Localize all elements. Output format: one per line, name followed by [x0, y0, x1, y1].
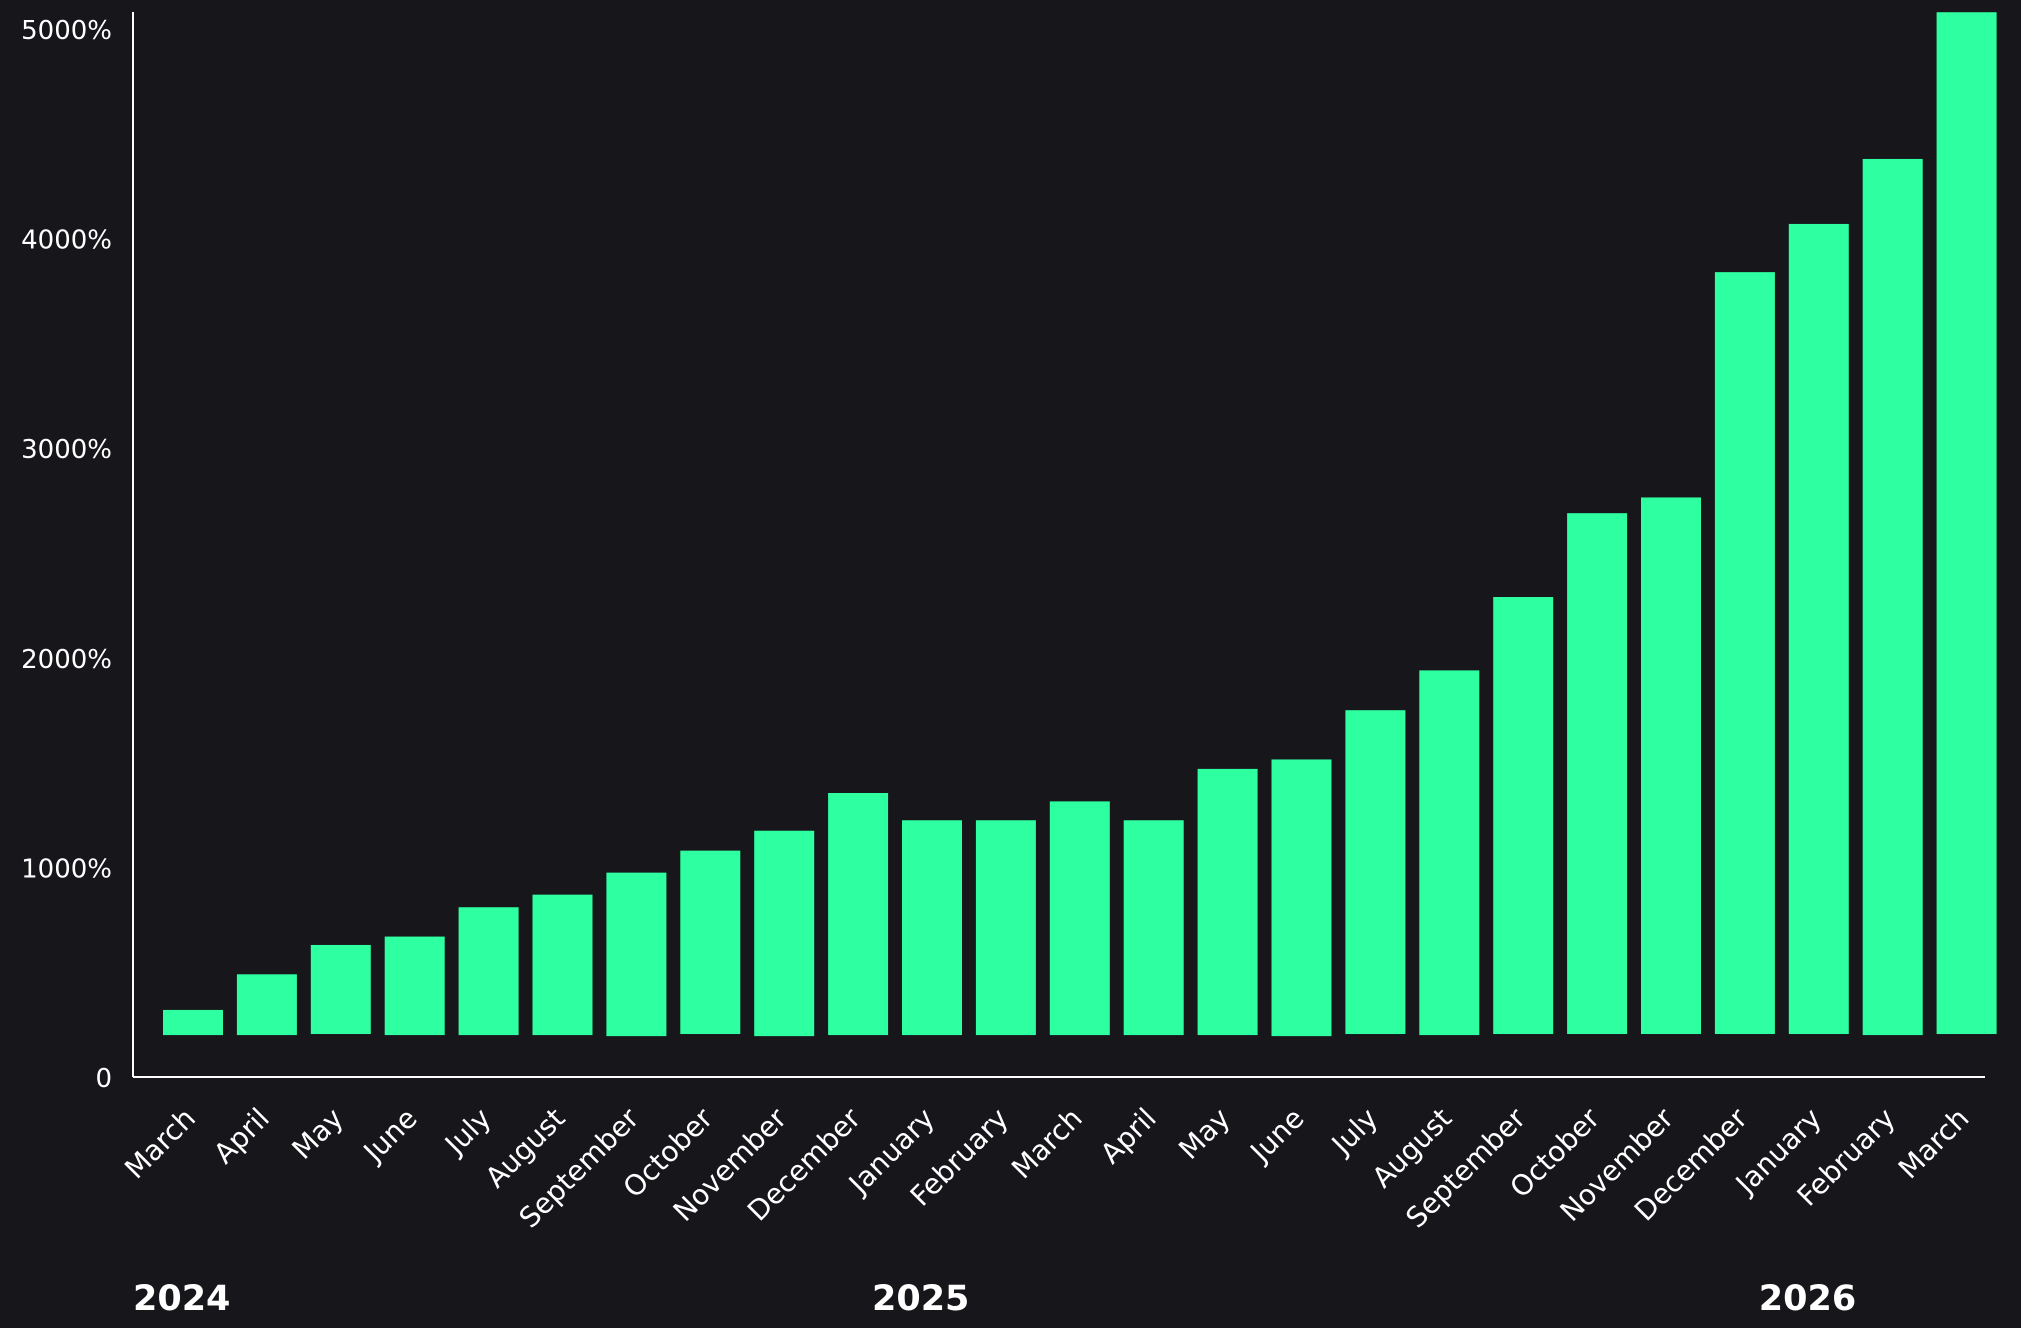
year-label: 2025 — [872, 1279, 969, 1319]
x-tick-label: April — [1094, 1102, 1163, 1171]
x-tick-label: June — [1243, 1102, 1311, 1170]
bar-22 — [1788, 223, 1849, 1035]
bar-20 — [1641, 497, 1701, 1035]
bar-12 — [1049, 801, 1110, 1036]
bar-14 — [1197, 768, 1258, 1036]
bar-18 — [1493, 597, 1554, 1035]
bar-6 — [606, 872, 667, 1037]
x-tick-labels: March April May June JulyAugustSeptemberOcto… — [118, 1101, 1975, 1234]
y-tick-label: 2000% — [21, 645, 112, 675]
bar-15 — [1271, 759, 1332, 1037]
x-tick-label: March — [118, 1102, 202, 1186]
y-tick-label: 4000% — [21, 226, 112, 256]
bar-4 — [458, 907, 519, 1036]
bar-24 — [1936, 12, 1997, 1035]
y-tick-label: 0 — [95, 1064, 112, 1094]
year-label: 2026 — [1759, 1279, 1856, 1319]
bars-layer — [163, 12, 1997, 1037]
y-tick-labels: 0 1000% 2000% 3000% 4000% 5000% — [21, 16, 112, 1094]
bar-2 — [310, 944, 371, 1035]
y-tick-label: 5000% — [21, 16, 112, 46]
x-tick-label: July — [1324, 1102, 1384, 1162]
y-tick-label: 1000% — [21, 854, 112, 884]
x-tick-label: May — [1172, 1102, 1236, 1166]
x-tick-label: July — [437, 1102, 497, 1162]
bar-19 — [1567, 513, 1628, 1035]
x-tick-label: June — [356, 1102, 424, 1170]
bar-17 — [1419, 670, 1480, 1036]
year-labels: 2024 2025 2026 — [133, 1279, 1856, 1319]
bar-23 — [1862, 158, 1923, 1036]
bar-13 — [1123, 820, 1184, 1036]
bar-7 — [680, 850, 741, 1035]
bar-10 — [902, 820, 962, 1036]
bar-0 — [163, 1009, 223, 1036]
bar-11 — [975, 820, 1036, 1036]
axes-layer — [132, 12, 1985, 1078]
bar-9 — [828, 792, 889, 1036]
y-tick-label: 3000% — [21, 435, 112, 465]
bar-8 — [754, 830, 815, 1037]
bar-3 — [384, 936, 445, 1036]
bar-1 — [236, 974, 297, 1036]
x-tick-label: March — [1005, 1102, 1089, 1186]
x-tick-label: March — [1892, 1102, 1976, 1186]
year-label: 2024 — [133, 1279, 230, 1319]
x-tick-label: April — [207, 1102, 276, 1171]
bar-5 — [532, 894, 593, 1036]
bar-16 — [1345, 710, 1406, 1035]
x-tick-label: May — [285, 1102, 349, 1166]
bar-21 — [1714, 272, 1775, 1035]
